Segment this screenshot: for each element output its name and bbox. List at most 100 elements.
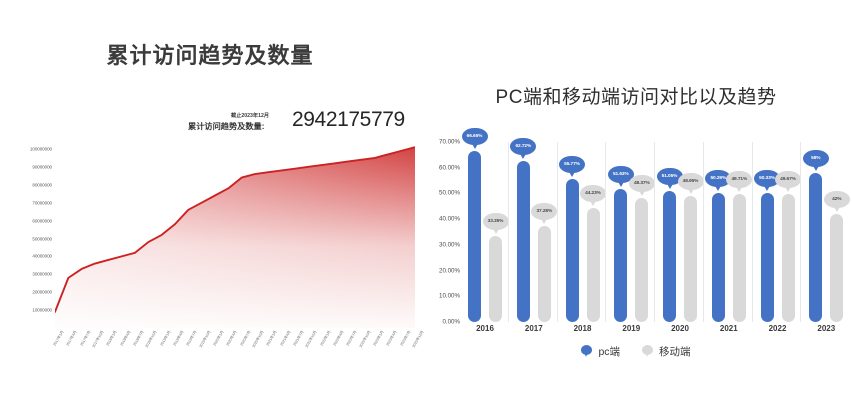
left-x-tick-label: 2017年10月 (91, 330, 105, 349)
left-x-tick-label: 2021年1月 (265, 330, 278, 347)
pin-tail (735, 185, 744, 193)
cumulative-visits-chart-panel: 累计访问趋势及数量 截止2023年12月 累计访问趋势及数量: 29421757… (0, 0, 425, 411)
left-chart-y-axis: 100000000 90000000 80000000 70000000 6000000… (2, 140, 52, 328)
right-x-tick-label: 2019 (622, 324, 641, 333)
left-x-tick-label: 2023年7月 (399, 330, 412, 347)
group-separator (702, 142, 704, 322)
left-y-tick-label: 10000000 (32, 307, 52, 313)
pin-tail (714, 183, 723, 191)
right-y-tick-label: 60.00% (439, 164, 460, 172)
left-y-tick-label: 70000000 (32, 200, 52, 206)
pin-tail (686, 187, 695, 195)
bar-pc-2018[interactable] (565, 178, 579, 322)
bar-pc-2022[interactable] (760, 192, 774, 322)
pin-tail (519, 151, 528, 159)
right-chart-legend: pc端 移动端 (420, 344, 852, 359)
left-y-tick-label: 60000000 (32, 218, 52, 224)
group-separator (605, 142, 607, 322)
left-x-tick-label: 2019年10月 (198, 330, 212, 349)
left-y-tick-label: 50000000 (32, 236, 52, 241)
bar--2019[interactable] (635, 197, 649, 322)
pin-tail (665, 181, 674, 189)
left-x-tick-label: 2018年7月 (132, 330, 145, 347)
bar-pc-2021[interactable] (711, 192, 725, 322)
bar-group: 50.29% 49.71% (705, 142, 755, 322)
bar-pc-2017[interactable] (516, 160, 530, 322)
cumulative-total-annotation: 截止2023年12月 累计访问趋势及数量: 2942175779 (188, 108, 420, 144)
legend-item-mobile[interactable]: 移动端 (642, 344, 691, 359)
pin-tail (811, 163, 820, 171)
right-y-tick-label: 40.00% (439, 215, 460, 223)
bar-group: 66.65% 33.35% (461, 127, 511, 322)
bar--2016[interactable] (489, 236, 502, 322)
bar-pc-2023[interactable] (809, 172, 823, 322)
pin-tail (637, 188, 646, 196)
value-pin-2023-mobile: 42% (823, 191, 850, 213)
annotation-period-label: 截止2023年12月 (231, 113, 270, 119)
right-y-tick-label: 30.00% (439, 241, 460, 249)
left-x-tick-label: 2020年1月 (212, 330, 225, 347)
right-chart-title: PC端和移动端访问对比以及趋势 (495, 87, 777, 108)
pin-value-label: 50.33% (759, 175, 775, 181)
pin-tail (616, 180, 625, 188)
right-x-tick-label: 2020 (671, 324, 689, 333)
right-chart-x-axis: 2016 2017 2018 2019 2020 2021 2022 2023 (426, 324, 852, 340)
group-separator (800, 142, 802, 322)
pin-tail (470, 141, 479, 149)
value-pin-2023-pc: 58% (802, 149, 829, 172)
value-pin-2022-pc: 50.33% (754, 169, 780, 192)
left-x-tick-label: 2021年4月 (279, 330, 292, 347)
pin-value-label: 62.72% (515, 143, 532, 149)
value-pin-2020-pc: 51.05% (656, 167, 683, 190)
left-x-tick-label: 2017年4月 (65, 330, 78, 347)
legend-item-pc[interactable]: pc端 (581, 344, 620, 359)
right-x-tick-label: 2023 (817, 324, 836, 333)
pin-bubble: 50.33% (754, 169, 780, 187)
bar--2022[interactable] (781, 194, 795, 322)
left-x-tick-label: 2023年1月 (372, 330, 385, 347)
right-y-tick-label: 50.00% (439, 189, 460, 197)
bar--2021[interactable] (732, 194, 746, 322)
right-x-tick-label: 2021 (719, 324, 738, 333)
pin-value-label: 55.77% (564, 161, 580, 167)
pin-bubble: 42% (823, 191, 850, 208)
left-y-tick-label: 100000000 (29, 146, 52, 152)
right-x-tick-label: 2022 (768, 324, 787, 333)
pin-bubble: 66.65% (461, 127, 488, 145)
right-y-tick-label: 20.00% (439, 267, 460, 275)
value-pin-2017-mobile: 37.28% (531, 203, 558, 225)
bar-pc-2020[interactable] (663, 190, 676, 322)
left-chart-plot-area (55, 140, 415, 328)
value-pin-2019-mobile: 48.37% (628, 174, 655, 197)
left-x-tick-label: 2020年7月 (239, 330, 252, 347)
pin-tail (784, 185, 792, 193)
bar--2023[interactable] (830, 214, 844, 322)
bar-pc-2019[interactable] (614, 189, 628, 322)
pin-tail (491, 227, 500, 235)
left-x-tick-label: 2017年7月 (79, 330, 92, 347)
bar--2020[interactable] (684, 196, 697, 322)
pin-bubble: 37.28% (531, 203, 558, 221)
value-pin-2021-mobile: 49.71% (726, 171, 753, 193)
pin-value-label: 51.63% (612, 172, 629, 178)
left-chart-title: 累计访问趋势及数量 (106, 43, 314, 68)
bar--2017[interactable] (537, 226, 551, 322)
pin-bubble: 33.35% (482, 213, 509, 231)
right-y-tick-label: 10.00% (439, 292, 460, 300)
left-y-tick-label: 30000000 (32, 271, 52, 277)
left-x-tick-label: 2018年1月 (105, 330, 118, 347)
value-pin-2016-mobile: 33.35% (482, 213, 509, 235)
bar-group: 51.63% 48.37% (607, 142, 657, 322)
pin-value-label: 49.67% (780, 177, 796, 183)
pin-tail (763, 183, 771, 191)
right-y-tick-label: 0.00% (442, 318, 460, 326)
left-chart-x-axis: 2017年1月 2017年4月 2017年7月 2017年10月 2018年1月 2018… (53, 330, 425, 380)
bar-group: 58% 42% (802, 142, 852, 322)
bar--2018[interactable] (586, 208, 600, 322)
bar-group: 62.72% 37.28% (510, 137, 560, 322)
pin-value-label: 66.65% (466, 133, 483, 139)
group-separator (556, 142, 558, 322)
pin-bubble: 44.23% (580, 185, 606, 203)
bar-pc-2016[interactable] (468, 150, 481, 322)
pin-value-label: 48.37% (633, 180, 650, 186)
